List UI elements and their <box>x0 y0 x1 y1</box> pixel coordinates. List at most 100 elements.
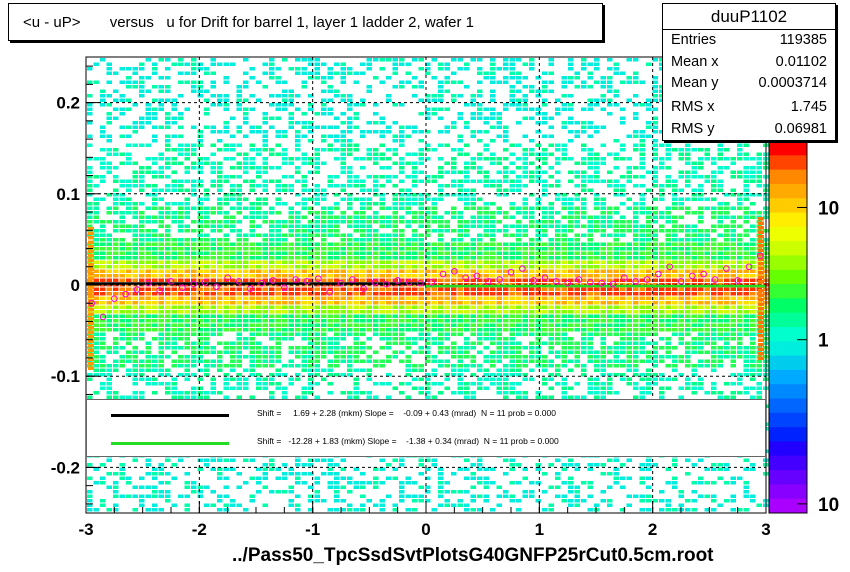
heatmap-cell <box>165 382 171 386</box>
heatmap-cell <box>431 112 437 116</box>
heatmap-cell <box>418 202 424 206</box>
heatmap-cell <box>184 508 190 512</box>
heatmap-cell <box>490 184 496 188</box>
heatmap-cell <box>262 202 268 206</box>
heatmap-cell <box>269 314 275 318</box>
heatmap-cell <box>418 242 424 246</box>
heatmap-cell <box>236 373 242 377</box>
heatmap-cell <box>457 377 463 381</box>
heatmap-cell <box>379 301 385 305</box>
heatmap-cell <box>327 337 333 341</box>
heatmap-cell <box>204 242 210 246</box>
heatmap-cell <box>269 260 275 264</box>
heatmap-cell <box>295 134 301 138</box>
heatmap-cell <box>548 152 554 156</box>
heatmap-cell <box>132 215 138 219</box>
heatmap-cell <box>139 350 145 354</box>
heatmap-cell <box>217 139 223 143</box>
heatmap-cell <box>243 71 249 75</box>
heatmap-cell <box>171 323 177 327</box>
heatmap-cell <box>314 233 320 237</box>
heatmap-cell <box>204 292 210 296</box>
heatmap-cell <box>412 215 418 219</box>
heatmap-cell <box>587 188 593 192</box>
heatmap-cell <box>457 58 463 62</box>
heatmap-cell <box>321 323 327 327</box>
heatmap-cell <box>295 139 301 143</box>
heatmap-cell <box>145 206 151 210</box>
heatmap-cell <box>555 224 561 228</box>
heatmap-cell <box>178 332 184 336</box>
heatmap-cell <box>347 247 353 251</box>
heatmap-cell <box>152 251 158 255</box>
heatmap-cell <box>249 269 255 273</box>
heatmap-cell <box>503 373 509 377</box>
heatmap-cell <box>243 206 249 210</box>
heatmap-cell <box>503 58 509 62</box>
heatmap-cell <box>288 490 294 494</box>
heatmap-cell <box>386 494 392 498</box>
heatmap-cell <box>587 220 593 224</box>
heatmap-cell <box>529 161 535 165</box>
heatmap-cell <box>379 121 385 125</box>
heatmap-cell <box>360 494 366 498</box>
heatmap-cell <box>327 107 333 111</box>
heatmap-cell <box>314 67 320 71</box>
heatmap-cell <box>119 161 125 165</box>
heatmap-cell <box>282 220 288 224</box>
heatmap-cell <box>360 211 366 215</box>
heatmap-cell <box>158 238 164 242</box>
heatmap-cell <box>158 368 164 372</box>
heatmap-cell <box>522 364 528 368</box>
heatmap-cell <box>438 481 444 485</box>
heatmap-cell <box>119 310 125 314</box>
heatmap-cell <box>555 350 561 354</box>
heatmap-cell <box>256 166 262 170</box>
heatmap-cell <box>197 386 203 390</box>
heatmap-cell <box>184 170 190 174</box>
heatmap-cell <box>483 211 489 215</box>
heatmap-cell <box>373 112 379 116</box>
heatmap-cell <box>379 202 385 206</box>
heatmap-cell <box>171 179 177 183</box>
heatmap-cell <box>561 107 567 111</box>
heatmap-cell <box>87 67 93 71</box>
heatmap-cell <box>483 494 489 498</box>
heatmap-cell <box>106 485 112 489</box>
heatmap-cell <box>438 310 444 314</box>
heatmap-cell <box>535 355 541 359</box>
heatmap-cell <box>574 305 580 309</box>
heatmap-cell <box>529 292 535 296</box>
heatmap-cell <box>548 323 554 327</box>
heatmap-cell <box>464 166 470 170</box>
heatmap-cell <box>457 359 463 363</box>
heatmap-cell <box>275 94 281 98</box>
heatmap-cell <box>386 287 392 291</box>
heatmap-cell <box>392 197 398 201</box>
heatmap-cell <box>210 382 216 386</box>
heatmap-cell <box>503 170 509 174</box>
heatmap-cell <box>295 278 301 282</box>
heatmap-cell <box>139 287 145 291</box>
heatmap-cell <box>451 71 457 75</box>
heatmap-cell <box>243 197 249 201</box>
heatmap-cell <box>119 179 125 183</box>
heatmap-cell <box>119 80 125 84</box>
heatmap-cell <box>509 499 515 503</box>
heatmap-cell <box>308 301 314 305</box>
heatmap-cell <box>503 193 509 197</box>
heatmap-cell <box>483 220 489 224</box>
heatmap-cell <box>360 134 366 138</box>
heatmap-cell <box>308 238 314 242</box>
heatmap-cell <box>470 395 476 399</box>
heatmap-cell <box>431 463 437 467</box>
heatmap-cell <box>321 305 327 309</box>
heatmap-cell <box>223 125 229 129</box>
heatmap-cell <box>126 125 132 129</box>
heatmap-cell <box>204 323 210 327</box>
heatmap-cell <box>184 278 190 282</box>
heatmap-cell <box>431 202 437 206</box>
heatmap-cell <box>126 355 132 359</box>
heatmap-cell <box>529 206 535 210</box>
heatmap-cell <box>490 224 496 228</box>
